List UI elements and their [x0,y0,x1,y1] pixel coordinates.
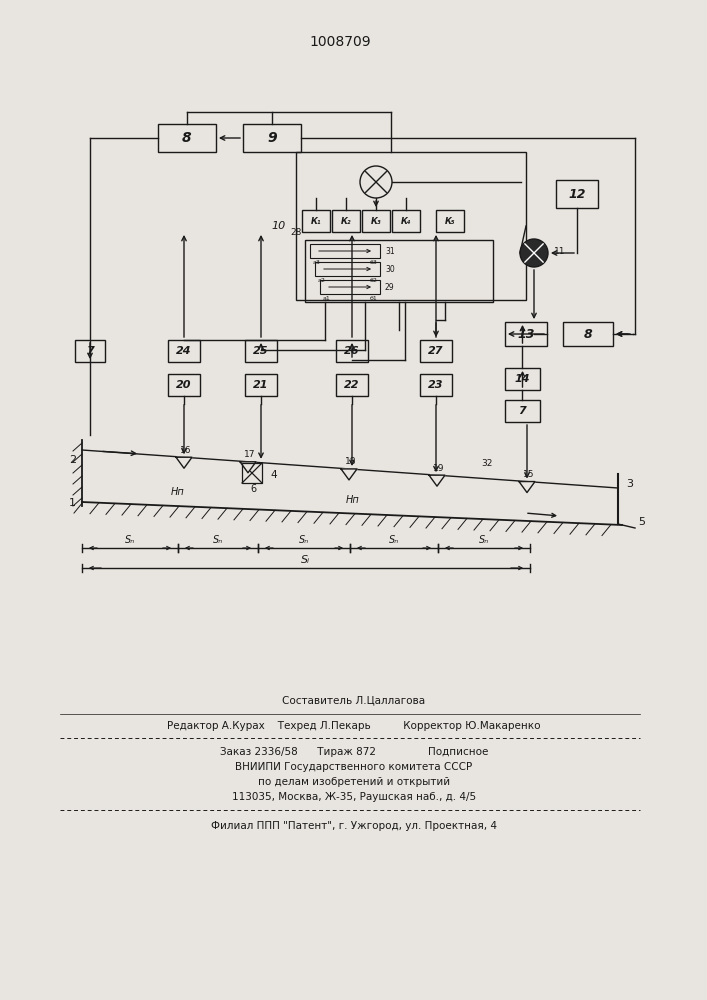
Bar [302,210,330,232]
Text: 27: 27 [428,346,444,356]
Bar [158,124,216,152]
Text: 20: 20 [176,380,192,390]
Text: К₂: К₂ [341,217,351,226]
Text: 4: 4 [271,470,277,480]
Bar [362,210,390,232]
Text: 22: 22 [344,380,360,390]
Bar [505,322,547,346]
Polygon shape [429,475,445,486]
Text: Sₙ: Sₙ [479,535,489,545]
Polygon shape [176,457,192,468]
Text: 23: 23 [428,380,444,390]
Bar [242,463,262,483]
Text: б3: б3 [370,260,378,265]
Text: Sₙ: Sₙ [389,535,399,545]
Bar [336,374,368,396]
Text: 3: 3 [626,479,633,489]
Bar [563,322,613,346]
Text: 14: 14 [515,374,530,384]
Text: 7: 7 [86,346,94,356]
Bar [75,340,105,362]
Text: 5: 5 [638,517,645,527]
Text: 30: 30 [385,264,395,273]
Text: 113035, Москва, Ж-35, Раушская наб., д. 4/5: 113035, Москва, Ж-35, Раушская наб., д. … [232,792,476,802]
Text: 21: 21 [253,380,269,390]
Bar [320,280,380,294]
Text: б2: б2 [370,278,378,283]
Bar [245,374,277,396]
Text: К₄: К₄ [401,217,411,226]
Polygon shape [519,482,535,493]
Bar [243,124,301,152]
Text: Редактор А.Курах    Техред Л.Пекарь          Корректор Ю.Макаренко: Редактор А.Курах Техред Л.Пекарь Коррект… [168,721,541,731]
Bar [392,210,420,232]
Bar [310,244,380,258]
Text: Sᵢ: Sᵢ [301,555,310,565]
Text: 18: 18 [345,457,357,466]
Text: 11: 11 [554,246,566,255]
Text: Нп: Нп [171,487,185,497]
Text: К₁: К₁ [311,217,321,226]
Text: Sₙ: Sₙ [125,535,135,545]
Text: 2: 2 [69,455,76,465]
Text: а2: а2 [318,278,326,283]
Bar [245,340,277,362]
Text: 10: 10 [271,221,286,231]
Text: 7: 7 [519,406,527,416]
Bar [420,374,452,396]
Text: 32: 32 [481,460,493,468]
Text: Нп: Нп [346,495,360,505]
Circle shape [520,239,548,267]
Bar [168,340,200,362]
Bar [296,152,526,300]
Text: 29: 29 [385,282,395,292]
Text: 8: 8 [583,328,592,340]
Text: 8: 8 [182,131,192,145]
Bar [305,240,493,302]
Text: 16: 16 [180,446,192,455]
Text: К₅: К₅ [445,217,455,226]
Text: б1: б1 [370,296,378,301]
Text: а3: а3 [313,260,321,265]
Text: ВНИИПИ Государственного комитета СССР: ВНИИПИ Государственного комитета СССР [235,762,472,772]
Polygon shape [240,462,256,473]
Polygon shape [341,469,357,480]
Text: 15: 15 [523,470,534,479]
Text: 31: 31 [385,246,395,255]
Bar [332,210,360,232]
Text: а1: а1 [323,296,331,301]
Bar [505,400,540,422]
Text: Филиал ППП "Патент", г. Ужгород, ул. Проектная, 4: Филиал ППП "Патент", г. Ужгород, ул. Про… [211,821,497,831]
Text: 19: 19 [433,464,445,473]
Text: 13: 13 [518,328,534,340]
Text: по делам изобретений и открытий: по делам изобретений и открытий [258,777,450,787]
Bar [420,340,452,362]
Bar [315,262,380,276]
Text: Заказ 2336/58      Тираж 872                Подписное: Заказ 2336/58 Тираж 872 Подписное [220,747,489,757]
Text: Sₙ: Sₙ [213,535,223,545]
Text: 12: 12 [568,188,586,200]
Text: 25: 25 [253,346,269,356]
Bar [505,368,540,390]
Text: 17: 17 [244,450,256,459]
Bar [556,180,598,208]
Circle shape [360,166,392,198]
Text: Составитель Л.Цаллагова: Составитель Л.Цаллагова [282,695,426,705]
Text: 6: 6 [250,484,256,494]
Text: 28: 28 [291,228,302,237]
Bar [168,374,200,396]
Text: Sₙ: Sₙ [299,535,309,545]
Bar [436,210,464,232]
Text: 9: 9 [267,131,277,145]
Text: К₃: К₃ [370,217,381,226]
Text: 1: 1 [69,498,76,508]
Text: 26: 26 [344,346,360,356]
Bar [336,340,368,362]
Text: 24: 24 [176,346,192,356]
Text: 1008709: 1008709 [309,35,370,49]
